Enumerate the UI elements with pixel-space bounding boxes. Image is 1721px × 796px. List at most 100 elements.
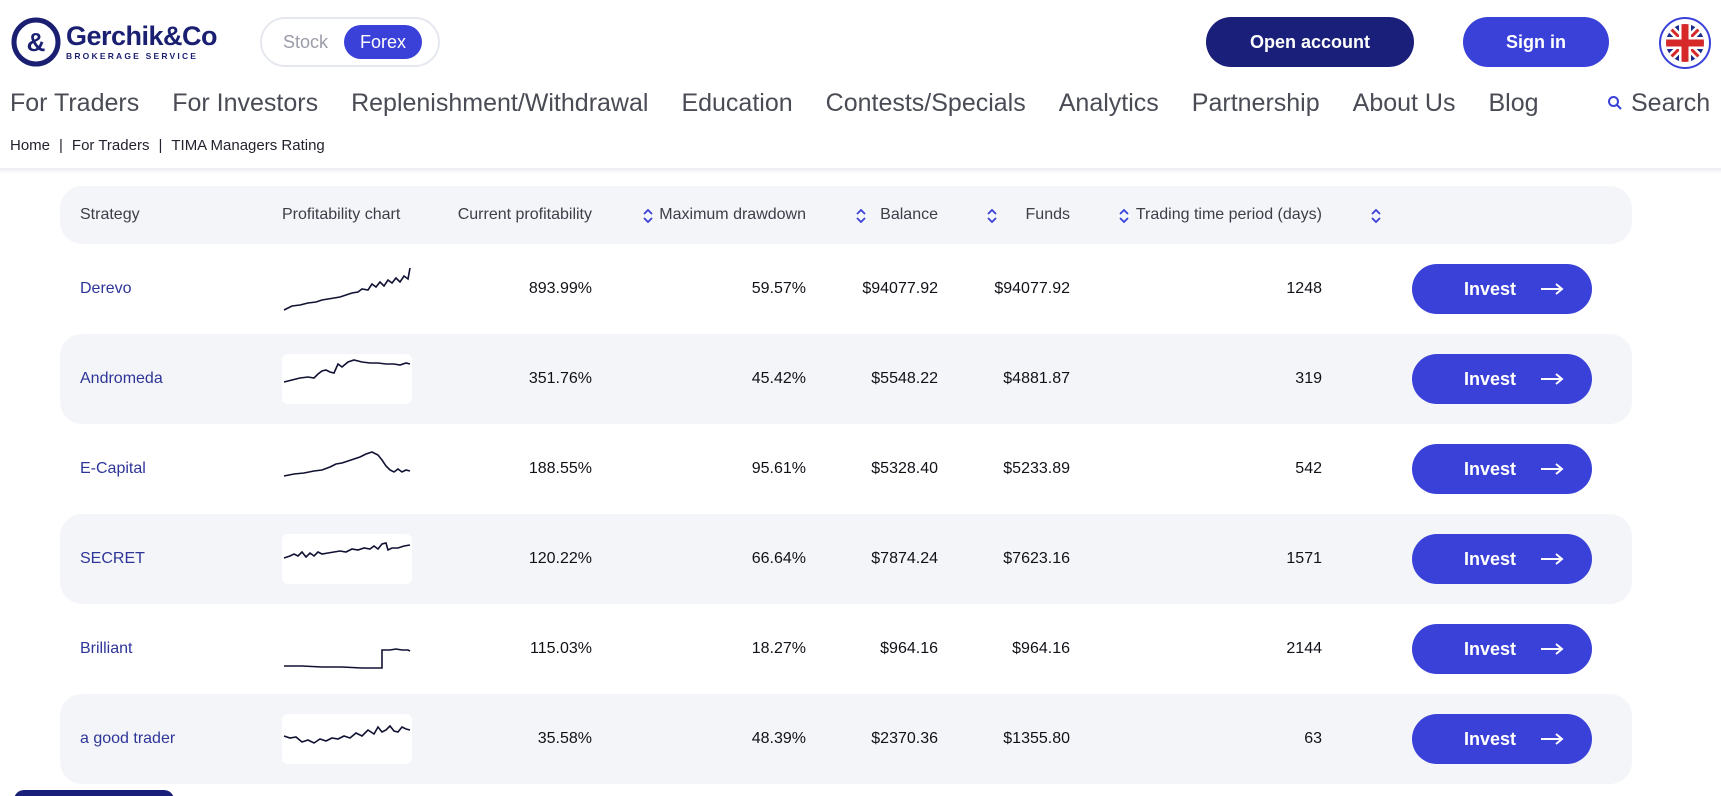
table-header: Strategy Profitability chart Current pro… — [60, 186, 1632, 244]
arrow-right-icon — [1541, 733, 1564, 745]
balance: $2370.36 — [871, 730, 938, 747]
column-balance: Balance — [880, 206, 938, 223]
invest-button[interactable]: Invest — [1412, 264, 1592, 314]
invest-button[interactable]: Invest — [1412, 534, 1592, 584]
column-profitability-chart: Profitability chart — [282, 206, 401, 223]
svg-text:&: & — [27, 27, 46, 57]
profitability-sparkline — [282, 714, 412, 764]
nav-item-contests-specials[interactable]: Contests/Specials — [825, 88, 1026, 117]
maximum-drawdown: 95.61% — [751, 460, 806, 477]
breadcrumb-separator: | — [158, 137, 163, 154]
breadcrumb-for-traders[interactable]: For Traders — [71, 137, 150, 154]
sort-icon[interactable] — [855, 206, 867, 226]
breadcrumb-home[interactable]: Home — [10, 137, 51, 154]
profitability-sparkline — [282, 264, 412, 314]
market-option-forex[interactable]: Forex — [344, 25, 423, 59]
column-strategy: Strategy — [80, 206, 140, 223]
nav-search[interactable]: Search — [1607, 86, 1710, 120]
column-maximum-drawdown: Maximum drawdown — [659, 206, 806, 223]
balance: $94077.92 — [862, 280, 938, 297]
trading-days: 319 — [1295, 370, 1322, 387]
strategy-link[interactable]: a good trader — [80, 730, 176, 747]
gerchik-logo-icon: & — [11, 17, 61, 67]
nav-item-replenishment-withdrawal[interactable]: Replenishment/Withdrawal — [351, 88, 649, 117]
maximum-drawdown: 48.39% — [751, 730, 806, 747]
table-row: a good trader 35.58% 48.39% $2370.36 $13… — [60, 694, 1632, 784]
invest-label: Invest — [1464, 368, 1517, 389]
table-row: Brilliant 115.03% 18.27% $964.16 $964.16… — [60, 604, 1632, 694]
funds: $7623.16 — [1003, 550, 1070, 567]
floating-button[interactable] — [14, 790, 174, 796]
arrow-right-icon — [1541, 643, 1564, 655]
maximum-drawdown: 66.64% — [751, 550, 806, 567]
table-row: Derevo 893.99% 59.57% $94077.92 $94077.9… — [60, 244, 1632, 334]
invest-label: Invest — [1464, 278, 1517, 299]
invest-label: Invest — [1464, 728, 1517, 749]
nav-item-partnership[interactable]: Partnership — [1191, 88, 1320, 117]
trading-days: 1248 — [1286, 280, 1322, 297]
market-toggle[interactable]: Stock Forex — [260, 17, 440, 67]
trading-days: 2144 — [1286, 640, 1322, 657]
breadcrumb-separator: | — [59, 137, 63, 154]
trading-days: 542 — [1295, 460, 1322, 477]
strategy-link[interactable]: Derevo — [80, 280, 132, 297]
search-icon — [1608, 96, 1622, 110]
table-row: E-Capital 188.55% 95.61% $5328.40 $5233.… — [60, 424, 1632, 514]
language-selector[interactable] — [1659, 17, 1711, 69]
strategy-link[interactable]: E-Capital — [80, 460, 146, 477]
open-account-button[interactable]: Open account — [1206, 17, 1414, 67]
profitability-sparkline — [282, 444, 412, 494]
nav-item-for-traders[interactable]: For Traders — [10, 88, 140, 117]
current-profitability: 893.99% — [528, 280, 592, 297]
header-shadow — [0, 168, 1721, 174]
column-trading-time-period: Trading time period (days) — [1135, 206, 1322, 223]
sort-icon[interactable] — [1370, 206, 1382, 226]
invest-button[interactable]: Invest — [1412, 354, 1592, 404]
column-funds: Funds — [1025, 206, 1070, 223]
profitability-sparkline — [282, 624, 412, 674]
maximum-drawdown: 59.57% — [751, 280, 806, 297]
nav-item-education[interactable]: Education — [681, 88, 793, 117]
invest-label: Invest — [1464, 458, 1517, 479]
current-profitability: 115.03% — [530, 640, 592, 657]
nav-item-analytics[interactable]: Analytics — [1058, 88, 1159, 117]
invest-label: Invest — [1464, 638, 1517, 659]
sign-in-button[interactable]: Sign in — [1463, 17, 1609, 67]
profitability-sparkline — [282, 534, 412, 584]
nav-item-about-us[interactable]: About Us — [1352, 88, 1456, 117]
invest-button[interactable]: Invest — [1412, 444, 1592, 494]
breadcrumb: Home | For Traders | TIMA Managers Ratin… — [10, 137, 325, 154]
arrow-right-icon — [1541, 283, 1564, 295]
invest-button[interactable]: Invest — [1412, 624, 1592, 674]
funds: $5233.89 — [1003, 460, 1070, 477]
balance: $5328.40 — [871, 460, 938, 477]
logo[interactable]: & Gerchik&Co BROKERAGE SERVICE — [10, 16, 218, 68]
strategy-link[interactable]: Andromeda — [80, 370, 163, 387]
strategy-link[interactable]: SECRET — [80, 550, 145, 567]
current-profitability: 120.22% — [528, 550, 592, 567]
sort-icon[interactable] — [1118, 206, 1130, 226]
trading-days: 1571 — [1286, 550, 1322, 567]
arrow-right-icon — [1541, 463, 1564, 475]
balance: $964.16 — [880, 640, 938, 657]
strategy-link[interactable]: Brilliant — [80, 640, 133, 657]
funds: $94077.92 — [994, 280, 1070, 297]
trading-days: 63 — [1304, 730, 1322, 747]
current-profitability: 35.58% — [537, 730, 592, 747]
invest-button[interactable]: Invest — [1412, 714, 1592, 764]
nav-item-blog[interactable]: Blog — [1488, 88, 1539, 117]
sort-icon[interactable] — [986, 206, 998, 226]
market-option-stock[interactable]: Stock — [283, 32, 329, 52]
sort-icon[interactable] — [642, 206, 654, 226]
funds: $4881.87 — [1003, 370, 1070, 387]
brand-tagline: BROKERAGE SERVICE — [66, 51, 199, 62]
managers-rating-table: Strategy Profitability chart Current pro… — [60, 186, 1632, 784]
uk-flag-icon — [1666, 24, 1704, 62]
balance: $7874.24 — [871, 550, 938, 567]
funds: $1355.80 — [1003, 730, 1070, 747]
arrow-right-icon — [1541, 553, 1564, 565]
nav-item-for-investors[interactable]: For Investors — [172, 88, 319, 117]
invest-label: Invest — [1464, 548, 1517, 569]
breadcrumb-current: TIMA Managers Rating — [171, 137, 325, 154]
profitability-sparkline — [282, 354, 412, 404]
